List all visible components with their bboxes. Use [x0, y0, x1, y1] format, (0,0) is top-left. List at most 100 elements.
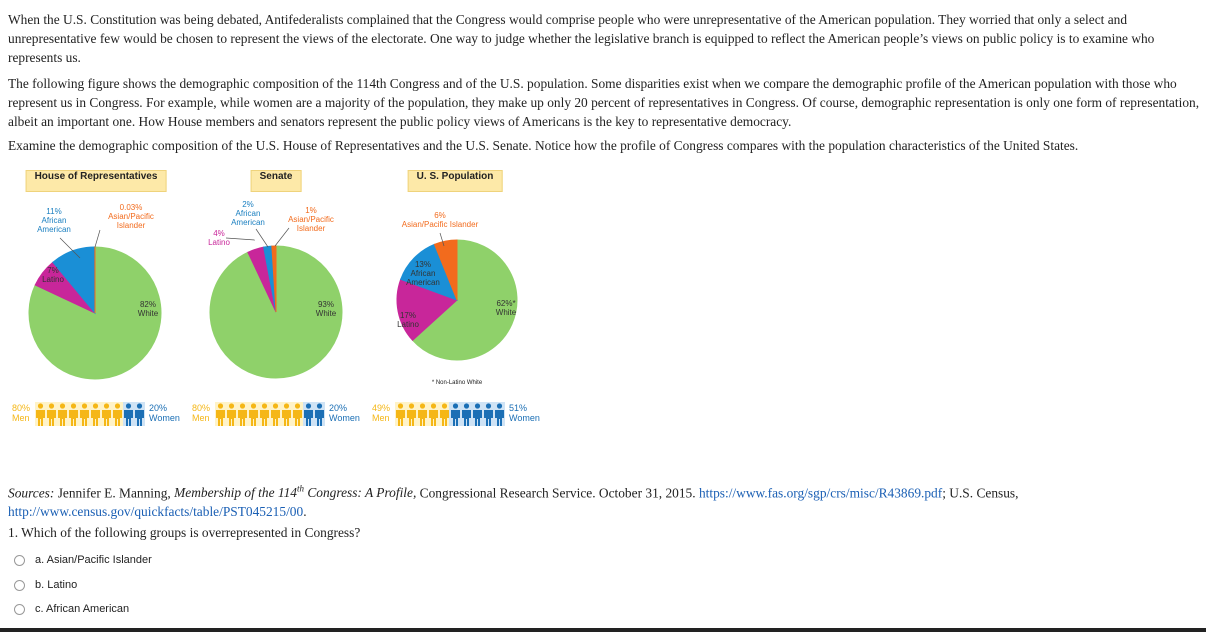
person-body: [249, 410, 258, 426]
person-head: [272, 403, 279, 409]
radio[interactable]: [14, 603, 25, 615]
slice-name: Latino: [42, 275, 64, 284]
paragraph: The following figure shows the demograph…: [8, 76, 1200, 129]
option[interactable]: a. Asian/Pacific Islander: [14, 554, 152, 566]
person-head: [136, 403, 143, 409]
paragraph: When the U.S. Constitution was being deb…: [8, 12, 1155, 65]
person-body: [216, 410, 225, 426]
slice-value: 11%: [46, 207, 62, 216]
slice-label: 11% African American: [34, 207, 74, 234]
person-body: [227, 410, 236, 426]
person-head: [294, 403, 301, 409]
radio[interactable]: [14, 554, 25, 566]
person-head: [419, 403, 426, 409]
women-label: 20% Women: [149, 403, 180, 423]
slice-value: 17%: [399, 311, 416, 320]
slice-label: 1% Asian/Pacific Islander: [284, 206, 339, 233]
person-body: [293, 410, 302, 426]
slice-value: 62%*: [496, 299, 516, 308]
question: 1. Which of the following groups is over…: [8, 525, 361, 540]
men-value: 80%: [192, 403, 211, 413]
men-value: 80%: [12, 403, 31, 413]
slice-name: White: [495, 308, 517, 317]
figure: [28, 227, 518, 426]
person-body: [260, 410, 269, 426]
sources-text: Jennifer E. Manning,: [54, 485, 175, 501]
person-head: [114, 403, 121, 409]
person-head: [316, 403, 323, 409]
person-body: [440, 410, 449, 426]
women-name: Women: [509, 413, 540, 423]
person-head: [59, 403, 66, 409]
leader-line: [274, 227, 290, 247]
person-body: [282, 410, 291, 426]
slice-label: 93% White: [306, 300, 346, 318]
footnote: * Non-Latino White: [431, 380, 483, 386]
slice-name: Asian/Pacific Islander: [288, 215, 334, 233]
person-head: [70, 403, 77, 409]
link[interactable]: https://www.fas.org/sgp/crs/misc/R43869.…: [698, 485, 943, 501]
option[interactable]: c. African American: [14, 603, 129, 615]
men-name: Men: [192, 413, 210, 423]
person-head: [485, 403, 492, 409]
person-body: [396, 410, 405, 426]
slice-value: 6%: [434, 211, 446, 220]
slice-value: 0.03%: [119, 203, 143, 212]
pie-slice: [433, 239, 458, 301]
person-body: [418, 410, 427, 426]
person-head: [92, 403, 99, 409]
person-body: [102, 410, 111, 426]
slice-value: 13%: [414, 260, 431, 269]
sources-text: .: [303, 504, 307, 520]
person-head: [408, 403, 415, 409]
women-value: 20%: [149, 403, 168, 413]
men-label: 80% Men: [12, 403, 30, 423]
person-head: [125, 403, 132, 409]
radio[interactable]: [14, 579, 25, 591]
person-head: [250, 403, 257, 409]
option[interactable]: b. Latino: [14, 579, 77, 591]
person-body: [304, 410, 313, 426]
pie-slice: [411, 239, 518, 361]
pie-slice: [271, 245, 277, 313]
person-head: [103, 403, 110, 409]
person-body: [113, 410, 122, 426]
person-head: [228, 403, 235, 409]
slice-label: 62%* White: [486, 299, 526, 317]
person-head: [239, 403, 246, 409]
person-body: [47, 410, 56, 426]
sources-text: ; U.S. Census,: [942, 485, 1019, 501]
person-head: [474, 403, 481, 409]
leader-line: [59, 237, 81, 259]
slice-value: 93%: [317, 300, 334, 309]
leader-line: [439, 232, 445, 247]
slice-value: 4%: [213, 229, 225, 238]
slice-name: White: [137, 309, 159, 318]
person-head: [452, 403, 459, 409]
slice-label: 0.03% Asian/Pacific Islander: [104, 203, 159, 230]
link[interactable]: http://www.census.gov/quickfacts/table/P…: [8, 504, 304, 520]
slice-label: 17% Latino: [388, 311, 428, 329]
option-label: c. African American: [35, 603, 130, 615]
sources-text: Congressional Research Service. October …: [416, 485, 699, 501]
person-body: [429, 410, 438, 426]
slice-value: 2%: [242, 200, 254, 209]
women-value: 51%: [509, 403, 528, 413]
person-body: [238, 410, 247, 426]
person-head: [283, 403, 290, 409]
superscript: th: [296, 484, 304, 494]
chart-title: House of Representatives: [25, 170, 167, 192]
sources: Sources: Jennifer E. Manning, Membership…: [8, 480, 1202, 521]
slice-label: 4% Latino: [204, 229, 234, 247]
person-head: [430, 403, 437, 409]
sources-label: Sources:: [8, 485, 55, 501]
person-head: [441, 403, 448, 409]
person-head: [48, 403, 55, 409]
slice-label: 2% African American: [228, 200, 268, 227]
women-label: 20% Women: [329, 403, 360, 423]
leader-line: [255, 228, 269, 248]
person-head: [37, 403, 44, 409]
person-body: [407, 410, 416, 426]
men-label: 49% Men: [372, 403, 390, 423]
slice-value: 7%: [47, 266, 59, 275]
